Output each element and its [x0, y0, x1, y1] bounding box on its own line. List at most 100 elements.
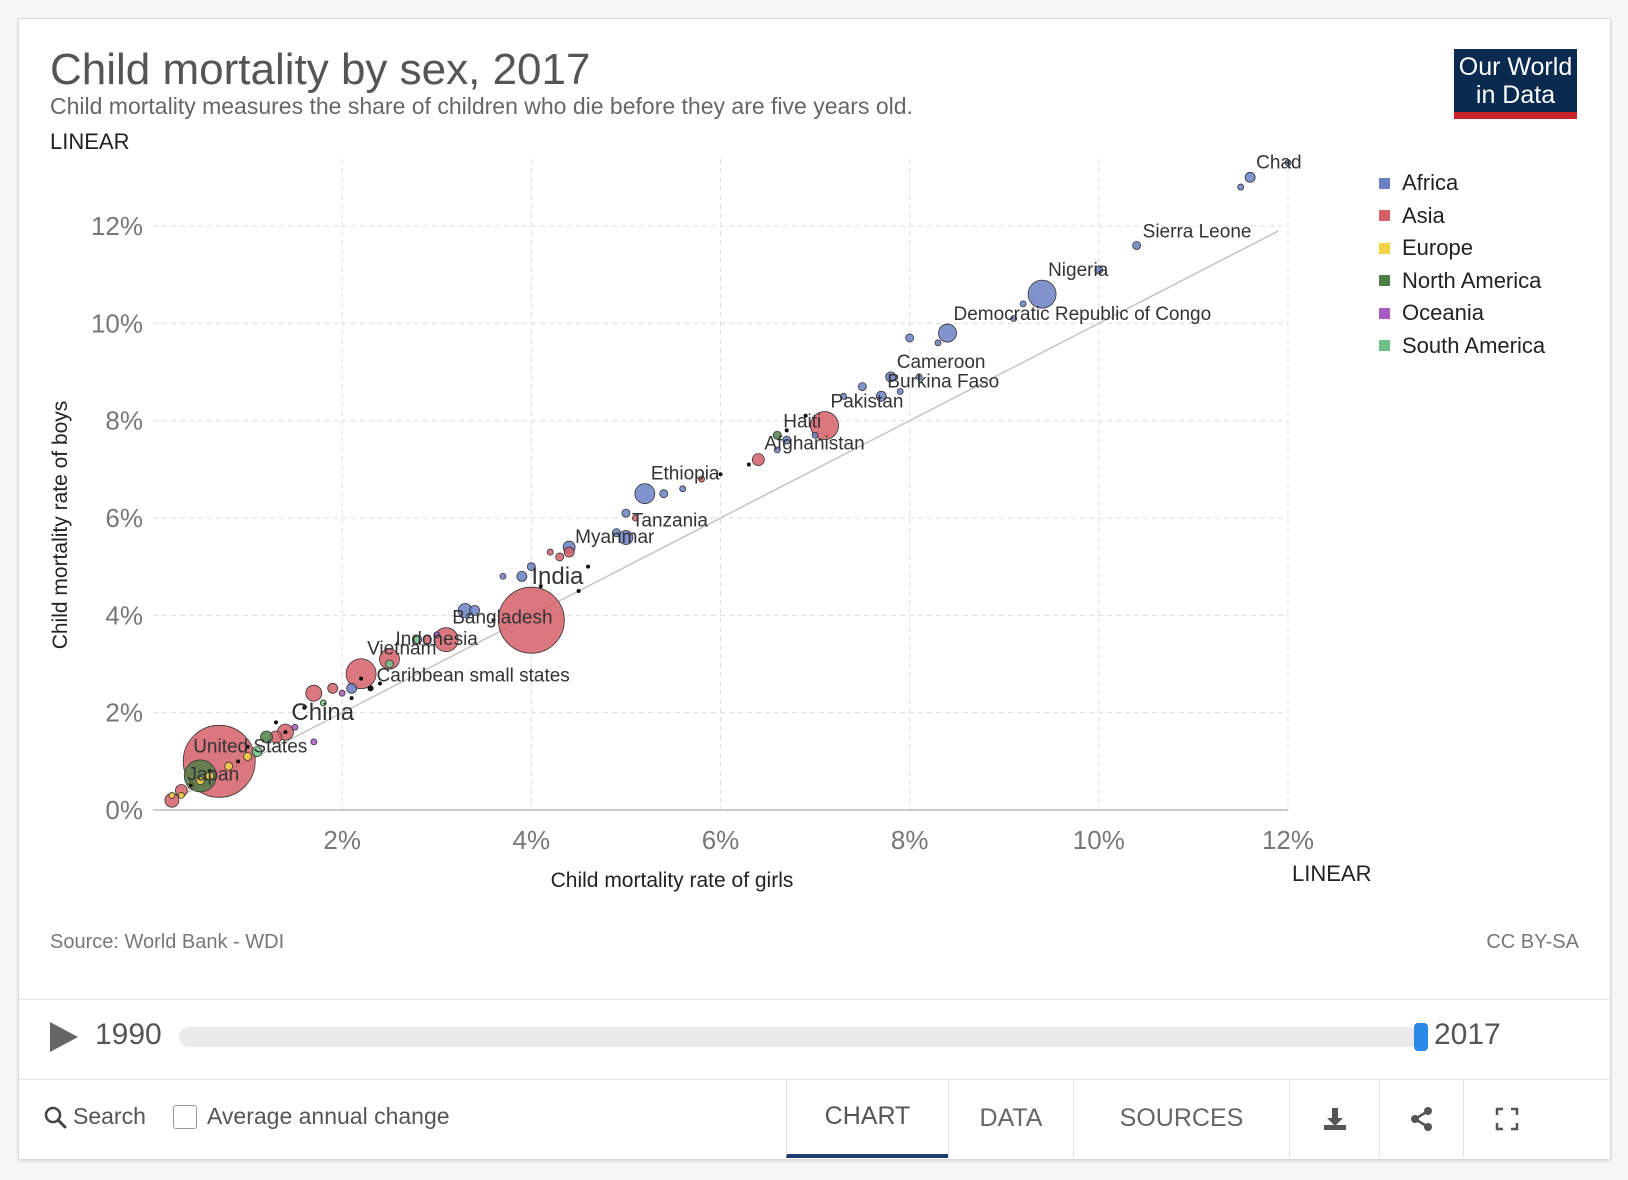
license-link[interactable]: CC BY-SA — [1486, 931, 1579, 953]
data-point — [746, 462, 751, 467]
page-subtitle: Child mortality measures the share of ch… — [50, 93, 913, 119]
data-point — [1132, 241, 1142, 250]
data-point — [772, 430, 782, 440]
y-tick-label: 2% — [105, 698, 143, 728]
data-point — [251, 746, 263, 757]
fullscreen-icon — [1495, 1107, 1518, 1130]
checkbox-label: Average annual change — [207, 1103, 450, 1129]
x-tick-label: 8% — [891, 825, 929, 855]
fullscreen-button[interactable] — [1463, 1079, 1549, 1158]
logo-line1: Our World — [1458, 53, 1573, 81]
data-point — [433, 631, 441, 639]
average-annual-change-toggle[interactable]: Average annual change — [173, 1103, 450, 1130]
data-point — [379, 648, 400, 670]
data-point — [1244, 171, 1256, 183]
controls-footer: Search Average annual change CHART DATA … — [19, 1079, 1610, 1158]
data-point — [327, 682, 339, 694]
search-button[interactable]: Search — [43, 1103, 146, 1130]
data-point — [385, 659, 394, 669]
point-label: Democratic Republic of Congo — [954, 304, 1212, 325]
data-point — [659, 489, 669, 499]
legend-label: Oceania — [1402, 300, 1484, 326]
data-point — [915, 373, 923, 381]
x-scale-toggle[interactable]: LINEAR — [1292, 861, 1372, 886]
logo-line2: in Data — [1475, 81, 1556, 109]
timeline-slider[interactable] — [179, 1023, 1428, 1051]
data-point — [896, 388, 904, 395]
owid-logo[interactable]: Our World in Data — [1454, 49, 1577, 119]
data-point — [305, 684, 323, 702]
data-point — [497, 586, 565, 654]
legend-item-south-america[interactable]: South America — [1379, 330, 1545, 363]
data-point — [422, 635, 432, 645]
point-label: Myanmar — [575, 527, 655, 548]
data-point — [413, 635, 423, 645]
x-axis-label: Child mortality rate of girls — [551, 869, 794, 892]
data-point — [345, 658, 377, 690]
tab-sources[interactable]: SOURCES — [1073, 1079, 1289, 1158]
legend: Africa Asia Europe North America Oceania Sout… — [1379, 167, 1545, 362]
x-tick-label: 6% — [702, 825, 740, 855]
legend-item-africa[interactable]: Africa — [1379, 167, 1545, 200]
data-point — [698, 475, 705, 483]
point-label: Sierra Leone — [1143, 221, 1252, 242]
data-point — [224, 761, 234, 771]
data-point — [857, 382, 867, 392]
legend-swatch — [1379, 242, 1390, 254]
data-point — [586, 564, 591, 569]
legend-label: South America — [1402, 332, 1546, 358]
average-annual-change-checkbox[interactable] — [173, 1104, 197, 1129]
share-icon — [1410, 1106, 1432, 1131]
play-icon[interactable] — [50, 1022, 78, 1052]
point-label: Caribbean small states — [377, 665, 570, 686]
timeline-slider-handle[interactable] — [1414, 1023, 1428, 1051]
point-label: Japan — [187, 765, 239, 786]
data-point — [538, 584, 543, 589]
tab-chart[interactable]: CHART — [786, 1079, 948, 1158]
data-point — [803, 413, 808, 418]
data-point — [346, 682, 358, 694]
legend-item-oceania[interactable]: Oceania — [1379, 297, 1545, 330]
point-label: Vietnam — [367, 639, 436, 660]
data-point — [359, 676, 364, 681]
data-point — [618, 530, 634, 545]
scatter-plot: 0% 2% 4% 6% 8% 10% 12% 2% 4% 6% 8% 10% 12% Child mort… — [49, 152, 1314, 892]
data-point — [811, 431, 819, 439]
legend-item-north-america[interactable]: North America — [1379, 265, 1545, 298]
tab-data[interactable]: DATA — [948, 1079, 1073, 1158]
data-point — [207, 769, 212, 774]
data-point — [195, 776, 205, 786]
data-point — [283, 730, 288, 735]
data-point — [338, 689, 346, 697]
download-button[interactable] — [1289, 1079, 1379, 1158]
data-point — [491, 618, 496, 623]
x-tick-label: 2% — [323, 825, 361, 855]
data-point — [188, 783, 193, 788]
point-label: Indonesia — [395, 629, 478, 650]
y-tick-label: 4% — [105, 600, 143, 630]
point-label: India — [531, 563, 584, 590]
data-point — [621, 508, 631, 518]
data-point — [773, 446, 781, 454]
legend-swatch — [1379, 275, 1390, 287]
source-link[interactable]: Source: World Bank - WDI — [50, 931, 285, 953]
data-point — [302, 705, 307, 710]
y-scale-toggle[interactable]: LINEAR — [50, 129, 130, 154]
share-button[interactable] — [1379, 1079, 1463, 1158]
x-tick-label: 10% — [1073, 825, 1125, 855]
data-point — [349, 696, 354, 701]
chart-card: Child mortality by sex, 2017 Child morta… — [18, 18, 1611, 1160]
data-point — [885, 371, 897, 383]
search-label: Search — [73, 1103, 146, 1129]
data-point — [718, 472, 723, 477]
data-point — [875, 390, 887, 402]
legend-item-asia[interactable]: Asia — [1379, 200, 1545, 233]
data-point — [576, 589, 581, 593]
legend-label: Asia — [1402, 202, 1445, 228]
data-point — [260, 730, 273, 744]
page-title: Child mortality by sex, 2017 — [50, 45, 591, 94]
point-label: China — [291, 699, 354, 726]
download-icon — [1323, 1107, 1346, 1130]
legend-item-europe[interactable]: Europe — [1379, 232, 1545, 265]
timeline: 1990 2017 — [19, 999, 1610, 1080]
